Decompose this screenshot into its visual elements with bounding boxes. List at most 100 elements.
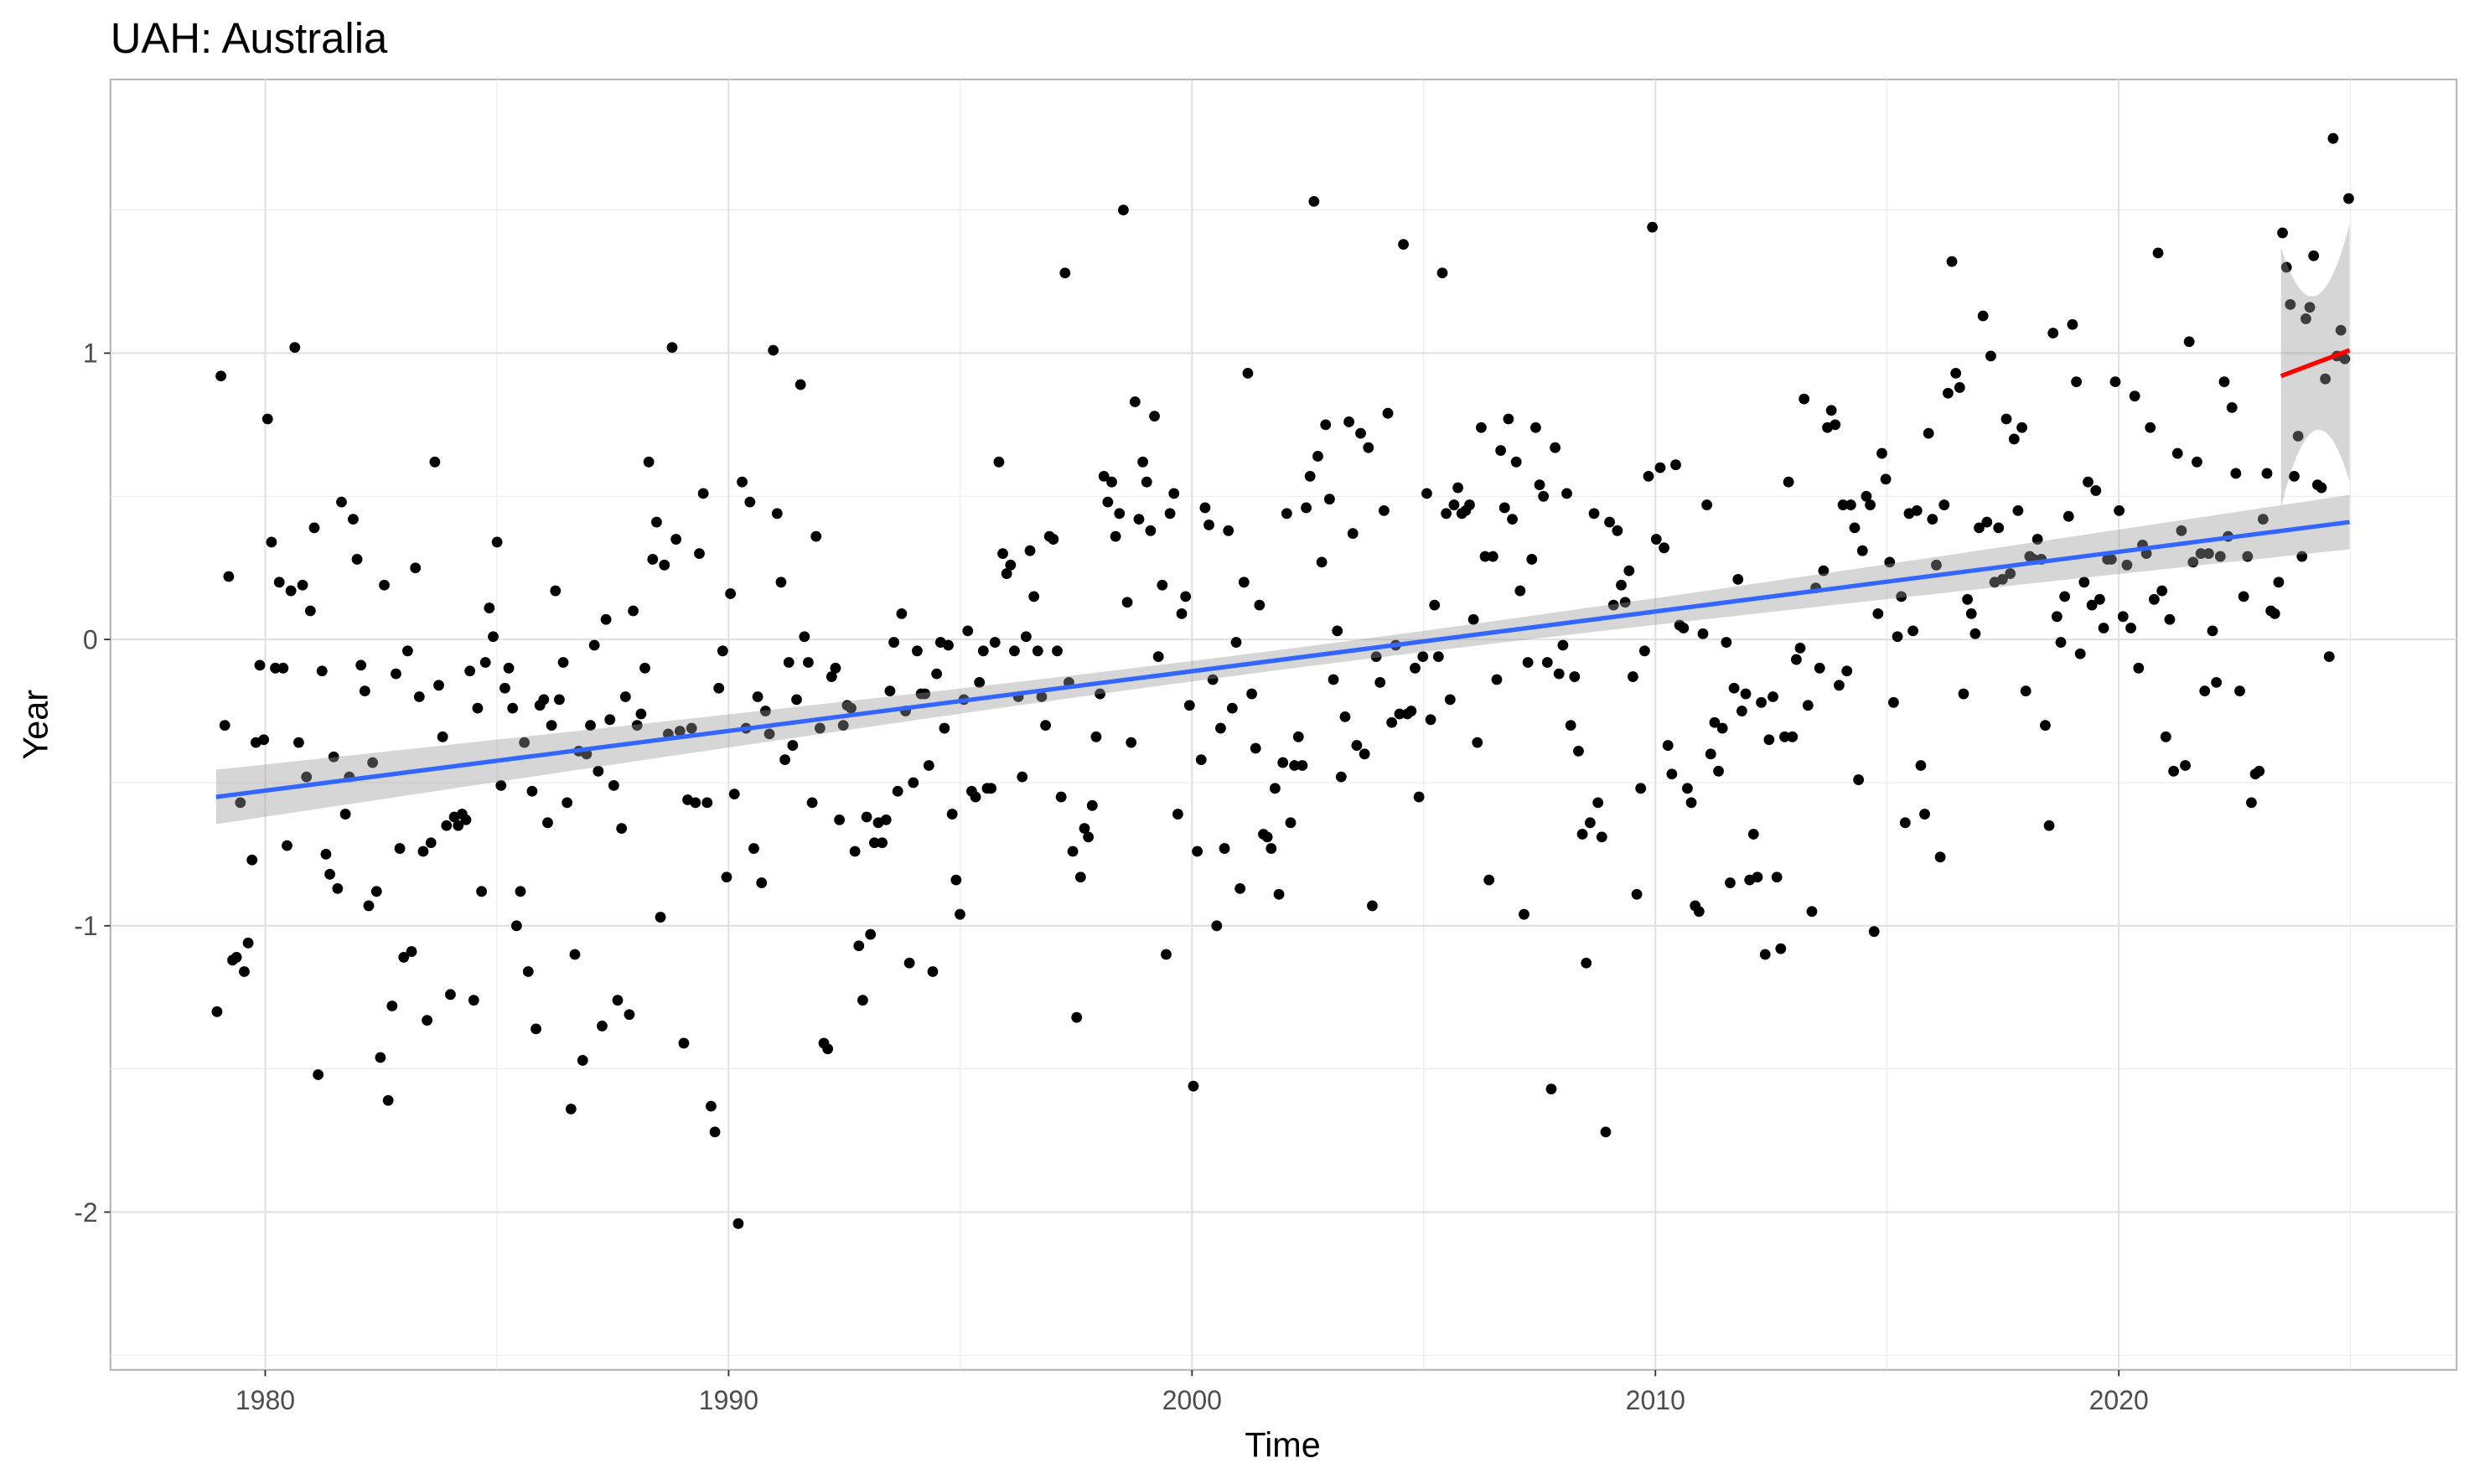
data-point [2043,820,2055,831]
data-point [1534,479,1545,491]
recent-trend-line [2280,348,2351,379]
data-point [542,817,553,829]
data-point [550,585,562,597]
data-point [437,731,448,742]
y-tick-label: -2 [74,1197,97,1228]
data-point [834,814,845,825]
data-point [2094,593,2105,605]
data-point [1911,504,1923,516]
data-point [1740,688,1752,700]
data-point [301,771,313,783]
data-point [2280,261,2292,273]
x-axis-ticks: 1980 1990 2000 2010 2020 [235,1369,2149,1415]
data-point [1398,239,1409,251]
data-point [2121,559,2133,571]
data-point [697,488,709,499]
data-point [2187,556,2199,568]
data-point [2171,447,2183,459]
x-tick-label: 1990 [699,1385,758,1415]
data-point [1628,671,1638,682]
data-point [1503,413,1514,425]
data-point [1981,516,1993,528]
data-point [1884,556,1896,568]
data-point [604,714,616,726]
data-point [2176,525,2187,536]
data-point [783,657,794,668]
data-point [826,671,837,682]
data-point [1110,530,1121,542]
data-point [479,657,491,668]
data-point [1845,499,1856,510]
data-point [1790,654,1802,665]
data-point [1713,765,1724,777]
data-point [701,797,713,809]
data-point [1129,396,1141,407]
data-point [379,579,390,591]
data-point [1662,740,1674,751]
data-point [401,645,413,657]
data-point [460,814,472,825]
data-point [503,662,515,674]
data-point [1176,608,1188,619]
data-point [759,706,771,716]
data-point [441,820,453,831]
data-point [955,908,965,920]
data-point [1709,716,1721,728]
data-point [484,602,495,613]
data-point [1005,559,1017,571]
data-point [270,662,281,674]
data-point [1188,1080,1199,1092]
data-point [628,605,639,617]
data-point [2257,514,2269,525]
data-point [1386,716,1398,728]
data-point [332,883,344,894]
data-point [2125,623,2136,633]
data-point [655,912,666,923]
data-point [1195,754,1207,766]
data-point [1619,597,1631,608]
data-point [1223,525,1234,536]
data-point [2031,534,2043,545]
data-point [2078,577,2090,588]
data-point [2273,577,2285,588]
data-point [1137,456,1149,468]
x-tick-label: 2020 [2089,1385,2149,1415]
data-point [488,631,499,643]
data-point [1359,748,1370,760]
y-tick-label: 1 [83,339,98,369]
data-point [1270,783,1281,794]
data-point [1429,599,1441,611]
data-point [2335,324,2347,336]
data-point [1604,516,1615,528]
data-point [597,1021,608,1032]
data-point [1203,520,1214,530]
data-point [2246,797,2257,809]
data-point [2098,623,2109,633]
data-point [1950,367,1962,379]
data-point [1312,451,1323,462]
data-point [1320,419,1332,431]
data-point [304,605,316,617]
data-point [1405,706,1417,716]
data-point [737,476,748,488]
data-point [1550,442,1561,453]
data-point [2164,613,2176,625]
data-point [1522,657,1534,668]
data-point [230,952,242,963]
data-point [1759,949,1771,960]
data-point [2086,599,2098,611]
data-point [1032,645,1043,657]
data-point [670,534,682,545]
data-point [624,1009,635,1021]
data-point [2071,376,2082,388]
data-point [2230,468,2242,479]
data-point [1806,906,1818,918]
data-point [2214,551,2226,562]
data-point [1814,662,1825,674]
data-point [468,995,479,1006]
data-point [254,659,266,671]
data-point [1121,597,1133,608]
data-point [585,720,596,732]
data-point [1861,490,1872,502]
data-point [775,577,787,588]
